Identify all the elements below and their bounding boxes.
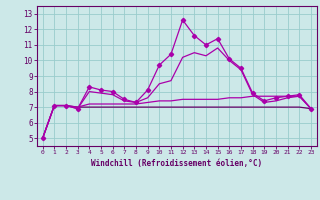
X-axis label: Windchill (Refroidissement éolien,°C): Windchill (Refroidissement éolien,°C) [91,159,262,168]
